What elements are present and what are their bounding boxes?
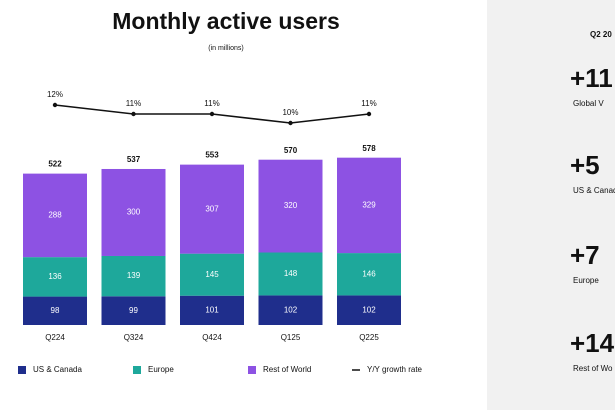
bar-segment	[337, 253, 401, 296]
growth-point	[131, 111, 136, 117]
legend-swatch	[133, 366, 141, 374]
segment-label: 300	[127, 208, 141, 217]
x-tick-label: Q424	[202, 333, 222, 342]
bar-segment	[337, 157, 401, 254]
segment-label: 329	[362, 200, 376, 209]
growth-label: 11%	[126, 99, 141, 108]
growth-label: 11%	[361, 99, 376, 108]
growth-label: 12%	[47, 90, 63, 99]
total-label: 578	[362, 144, 376, 153]
bar-segment	[258, 159, 323, 253]
growth-label: 10%	[282, 108, 298, 117]
segment-label: 136	[48, 272, 62, 281]
segment-label: 146	[362, 269, 376, 278]
total-label: 553	[205, 151, 219, 160]
bar-segment	[258, 252, 323, 296]
x-tick-label: Q225	[359, 333, 379, 342]
legend-swatch	[18, 366, 26, 374]
segment-label: 307	[205, 204, 219, 213]
total-label: 537	[127, 155, 141, 164]
x-tick-label: Q125	[281, 333, 301, 342]
legend-swatch	[248, 366, 256, 374]
bar-segment	[101, 296, 166, 325]
side-value: +14	[570, 328, 615, 358]
bar-segment	[23, 257, 87, 297]
bar-segment	[337, 295, 401, 325]
growth-point	[209, 111, 215, 117]
side-panel-bg	[487, 0, 615, 410]
bar-segment	[23, 296, 87, 325]
side-label: Rest of Wo	[573, 364, 613, 373]
bar-segment	[23, 173, 87, 258]
total-label: 570	[284, 146, 298, 155]
segment-label: 102	[362, 305, 376, 314]
growth-point	[366, 111, 372, 117]
segment-label: 98	[51, 306, 60, 315]
legend-label: Rest of World	[263, 365, 311, 374]
x-tick-label: Q224	[45, 333, 65, 342]
segment-label: 148	[284, 269, 298, 278]
segment-label: 320	[284, 201, 298, 210]
legend-label: Y/Y growth rate	[367, 365, 423, 374]
legend-label: US & Canada	[33, 365, 82, 374]
segment-label: 101	[205, 305, 219, 314]
chart-title: Monthly active users	[112, 8, 340, 34]
bar-segment	[101, 255, 166, 297]
bar-segment	[180, 295, 244, 325]
segment-label: 102	[284, 305, 298, 314]
segment-label: 99	[129, 306, 138, 315]
side-value: +11	[570, 63, 613, 93]
growth-label: 11%	[204, 99, 219, 108]
side-label: US & Canada	[573, 186, 615, 195]
total-label: 522	[48, 160, 62, 169]
side-label: Global V	[573, 99, 604, 108]
side-label: Europe	[573, 276, 599, 285]
growth-point	[52, 102, 58, 108]
side-value: +7	[570, 240, 600, 270]
side-value: +5	[570, 150, 600, 180]
growth-point	[288, 120, 293, 126]
segment-label: 288	[48, 210, 62, 219]
x-tick-label: Q324	[124, 333, 144, 342]
bar-segment	[180, 164, 244, 254]
bar-segment	[258, 295, 323, 325]
side-heading: Q2 20	[590, 30, 612, 39]
bar-segment	[101, 168, 166, 256]
bar-segment	[180, 253, 244, 296]
segment-label: 139	[127, 271, 141, 280]
segment-label: 145	[205, 270, 219, 279]
chart-subtitle: (in millions)	[208, 45, 243, 52]
legend-label: Europe	[148, 365, 174, 374]
